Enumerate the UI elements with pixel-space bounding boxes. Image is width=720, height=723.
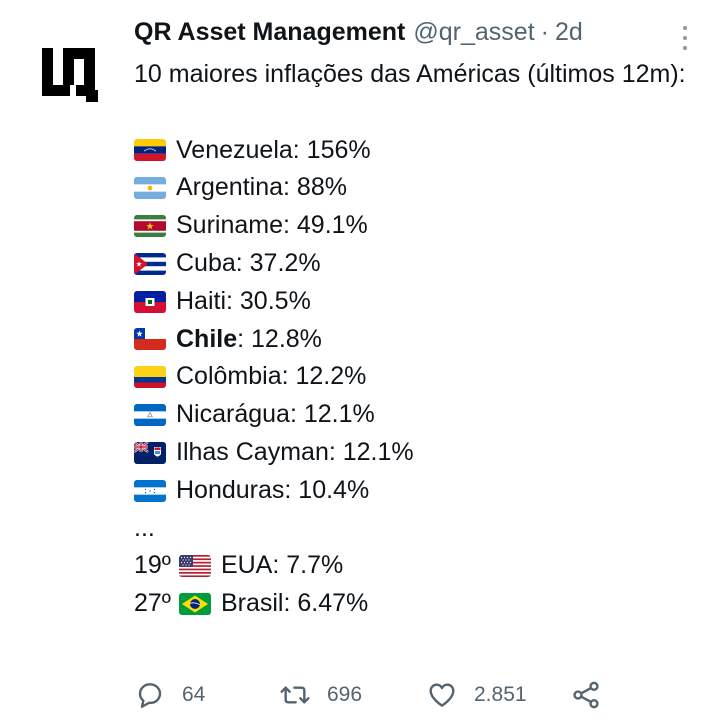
- retweet-count: 696: [327, 683, 363, 706]
- avatar[interactable]: [40, 44, 100, 104]
- list-item: 27º Brasil: 6.47%: [134, 585, 694, 623]
- ellipsis-text: ...: [134, 513, 155, 542]
- share-icon: [573, 681, 599, 709]
- reply-icon: [138, 683, 162, 708]
- more-options-icon[interactable]: [678, 26, 692, 50]
- tweet-text: 10 maiores inflações das Américas (últim…: [134, 56, 694, 623]
- argentina-flag: [134, 177, 166, 200]
- tweet-intro: 10 maiores inflações das Américas (últim…: [134, 60, 686, 88]
- chile-flag: [134, 328, 166, 351]
- retweet-button[interactable]: 696: [279, 679, 362, 711]
- like-button[interactable]: 2.851: [426, 679, 527, 711]
- inflation-value: : 12.1%: [328, 437, 414, 466]
- inflation-value: : 30.5%: [226, 286, 311, 315]
- honduras-flag: [134, 479, 166, 502]
- country-name[interactable]: Chile: [176, 324, 238, 353]
- haiti-flag: [134, 290, 166, 313]
- inflation-value: : 12.8%: [237, 324, 322, 353]
- list-item: Colômbia: 12.2%: [134, 358, 694, 396]
- tweet: QR Asset Management @qr_asset · 2d 10 ma…: [134, 18, 694, 623]
- list-item: Ilhas Cayman: 12.1%: [134, 434, 694, 472]
- inflation-value: : 37.2%: [235, 248, 321, 277]
- suriname-flag: [134, 215, 166, 238]
- list-item: Venezuela: 156%: [134, 132, 694, 170]
- country-name: Nicarágua: [176, 400, 290, 429]
- country-name: Honduras: [176, 475, 285, 504]
- rank-number: 19º: [134, 551, 171, 580]
- inflation-value: : 156%: [292, 135, 371, 164]
- separator-dot: ·: [540, 18, 549, 46]
- list-item: Chile: 12.8%: [134, 321, 694, 359]
- inflation-value: : 12.1%: [289, 400, 375, 429]
- extra-text: Brasil: 6.47%: [220, 589, 369, 618]
- reply-count: 64: [182, 683, 206, 706]
- tweet-time[interactable]: 2d: [554, 18, 583, 46]
- retweet-icon: [280, 686, 310, 704]
- cayman-islands-flag: [134, 441, 166, 464]
- share-button[interactable]: [570, 679, 618, 711]
- extra-text: EUA: 7.7%: [220, 551, 344, 580]
- usa-flag: [178, 555, 211, 578]
- qr-logo-icon: [42, 48, 98, 102]
- brazil-flag: [178, 593, 211, 616]
- list-item: Nicarágua: 12.1%: [134, 396, 694, 434]
- country-name: Suriname: [176, 211, 283, 240]
- heart-icon: [429, 683, 455, 707]
- author-name[interactable]: QR Asset Management: [134, 18, 406, 46]
- list-item: Honduras: 10.4%: [134, 472, 694, 510]
- list-item: Argentina: 88%: [134, 169, 694, 207]
- tweet-actions: 64 696 2.851: [134, 678, 694, 712]
- country-name: Colômbia: [176, 362, 282, 391]
- country-name: Argentina: [176, 173, 284, 202]
- list-item: Suriname: 49.1%: [134, 207, 694, 245]
- rank-number: 27º: [134, 589, 171, 618]
- country-name: Ilhas Cayman: [176, 437, 329, 466]
- author-handle[interactable]: @qr_asset: [413, 18, 535, 46]
- inflation-value: : 12.2%: [281, 362, 367, 391]
- like-count: 2.851: [474, 683, 527, 706]
- cuba-flag: [134, 252, 166, 275]
- reply-button[interactable]: 64: [134, 679, 205, 711]
- inflation-value: : 88%: [283, 173, 347, 202]
- colombia-flag: [134, 366, 166, 389]
- country-name: Venezuela: [176, 135, 293, 164]
- country-name: Haiti: [176, 286, 227, 315]
- country-name: Cuba: [176, 248, 236, 277]
- list-item: 19º EUA: 7.7%: [134, 547, 694, 585]
- venezuela-flag: [134, 139, 166, 162]
- tweet-header: QR Asset Management @qr_asset · 2d: [134, 18, 694, 56]
- nicaragua-flag: [134, 404, 166, 427]
- inflation-value: : 49.1%: [283, 211, 368, 240]
- inflation-value: : 10.4%: [284, 475, 370, 504]
- list-item: Cuba: 37.2%: [134, 245, 694, 283]
- list-item: Haiti: 30.5%: [134, 283, 694, 321]
